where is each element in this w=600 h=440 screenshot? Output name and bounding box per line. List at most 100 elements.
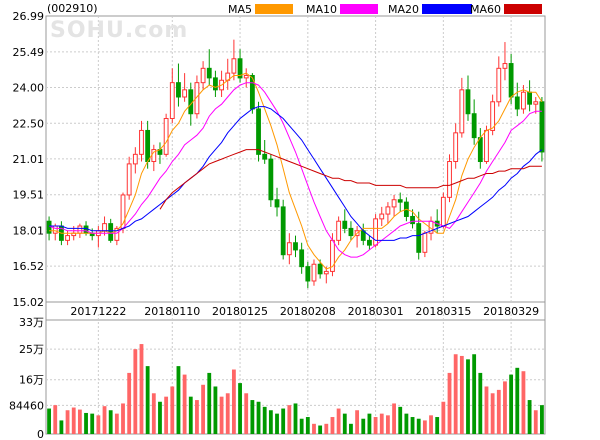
volume-bar-up bbox=[453, 354, 458, 434]
volume-bar-up bbox=[385, 415, 390, 434]
volume-bar-down bbox=[213, 386, 218, 434]
volume-bar-down bbox=[478, 372, 483, 434]
candle-body-down bbox=[397, 199, 403, 203]
volume-bar-up bbox=[170, 386, 175, 434]
legend-swatch-ma5 bbox=[255, 4, 294, 14]
candle-body-up bbox=[163, 118, 169, 155]
candle-body-up bbox=[453, 132, 459, 163]
volume-bar-up bbox=[201, 384, 206, 434]
volume-bar-down bbox=[527, 400, 532, 434]
candle-body-down bbox=[410, 215, 415, 225]
candle-body-up bbox=[502, 63, 508, 69]
volume-bar-down bbox=[84, 412, 88, 434]
candle-body-up bbox=[459, 89, 465, 134]
candle-body-up bbox=[323, 270, 329, 275]
volume-bar-down bbox=[398, 406, 403, 434]
candle-body-up bbox=[521, 91, 526, 110]
candle-body-up bbox=[102, 223, 107, 232]
ma-line-ma60 bbox=[159, 149, 542, 210]
volume-bar-up bbox=[244, 393, 249, 434]
volume-bar-up bbox=[373, 417, 378, 434]
watermark-text: SOHU.com bbox=[50, 18, 189, 43]
candle-body-down bbox=[237, 58, 243, 79]
candle-body-up bbox=[132, 153, 138, 165]
volume-bar-up bbox=[114, 413, 119, 434]
volume-bar-up bbox=[496, 389, 501, 434]
volume-bar-down bbox=[238, 383, 242, 434]
volume-tick-label: 33万 bbox=[19, 316, 44, 329]
candle-body-down bbox=[508, 63, 514, 98]
volume-bar-down bbox=[342, 413, 347, 434]
candle-body-up bbox=[447, 161, 452, 198]
volume-bar-down bbox=[268, 410, 273, 434]
volume-bar-up bbox=[139, 344, 144, 434]
volume-bar-down bbox=[90, 413, 95, 434]
volume-bar-up bbox=[71, 407, 76, 434]
volume-bar-up bbox=[459, 355, 464, 434]
candle-body-up bbox=[286, 242, 292, 256]
volume-bar-down bbox=[108, 410, 113, 434]
price-tick-label: 16.52 bbox=[13, 260, 45, 273]
volume-bar-up bbox=[133, 349, 138, 434]
candle-body-up bbox=[65, 235, 70, 241]
volume-bar-down bbox=[281, 408, 286, 434]
volume-bar-down bbox=[145, 366, 150, 434]
candle-body-down bbox=[274, 199, 280, 208]
price-tick-label: 26.99 bbox=[13, 10, 45, 23]
volume-bar-up bbox=[324, 423, 329, 434]
candle-body-down bbox=[342, 220, 348, 229]
legend-label-ma20: MA20 bbox=[388, 2, 420, 16]
candle-body-up bbox=[496, 67, 502, 103]
volume-bar-up bbox=[484, 386, 489, 434]
date-tick-label: 20180110 bbox=[144, 305, 200, 318]
legend-item-ma10: MA10 bbox=[306, 2, 379, 16]
volume-bar-up bbox=[521, 371, 526, 434]
candle-body-down bbox=[256, 108, 261, 155]
volume-bar-down bbox=[540, 405, 544, 434]
volume-bar-down bbox=[262, 406, 267, 434]
volume-tick-label: 84460 bbox=[9, 399, 44, 412]
candle-body-up bbox=[385, 206, 391, 215]
candle-body-down bbox=[348, 227, 354, 237]
date-tick-label: 20171222 bbox=[70, 305, 126, 318]
volume-bar-down bbox=[158, 401, 162, 434]
date-tick-label: 20180125 bbox=[212, 305, 268, 318]
candle-body-up bbox=[422, 232, 428, 253]
volume-bar-up bbox=[330, 417, 335, 434]
ma-line-ma20 bbox=[49, 106, 543, 241]
volume-bar-down bbox=[59, 420, 64, 434]
candle-body-down bbox=[514, 96, 520, 110]
candle-body-down bbox=[262, 153, 268, 160]
candle-body-down bbox=[539, 101, 545, 153]
volume-bar-down bbox=[275, 413, 279, 434]
volume-bar-up bbox=[336, 408, 341, 434]
volume-bar-down bbox=[404, 413, 409, 434]
candle-body-up bbox=[231, 58, 237, 74]
price-tick-label: 25.49 bbox=[13, 46, 45, 59]
volume-bar-up bbox=[219, 396, 224, 434]
volume-bar-up bbox=[77, 409, 82, 434]
volume-bar-down bbox=[515, 367, 520, 434]
volume-bar-down bbox=[188, 396, 193, 434]
candle-body-down bbox=[188, 89, 194, 115]
candle-body-down bbox=[46, 220, 52, 234]
candle-body-up bbox=[440, 196, 446, 227]
volume-bar-down bbox=[305, 417, 310, 434]
price-tick-label: 24.00 bbox=[13, 81, 45, 94]
candle-body-down bbox=[268, 158, 274, 201]
volume-bar-up bbox=[429, 415, 433, 434]
candle-body-down bbox=[83, 225, 89, 234]
candle-body-down bbox=[108, 223, 114, 241]
candle-body-down bbox=[416, 223, 422, 253]
candle-body-up bbox=[139, 129, 144, 155]
legend-label-ma5: MA5 bbox=[228, 2, 253, 16]
candle-body-down bbox=[280, 206, 286, 256]
volume-bar-up bbox=[503, 381, 507, 434]
volume-bar-up bbox=[127, 372, 132, 434]
legend-label-ma60: MA60 bbox=[470, 2, 502, 16]
candle-body-up bbox=[533, 101, 539, 105]
candle-body-up bbox=[114, 227, 120, 241]
candle-body-down bbox=[293, 242, 298, 251]
candle-body-up bbox=[379, 213, 385, 220]
